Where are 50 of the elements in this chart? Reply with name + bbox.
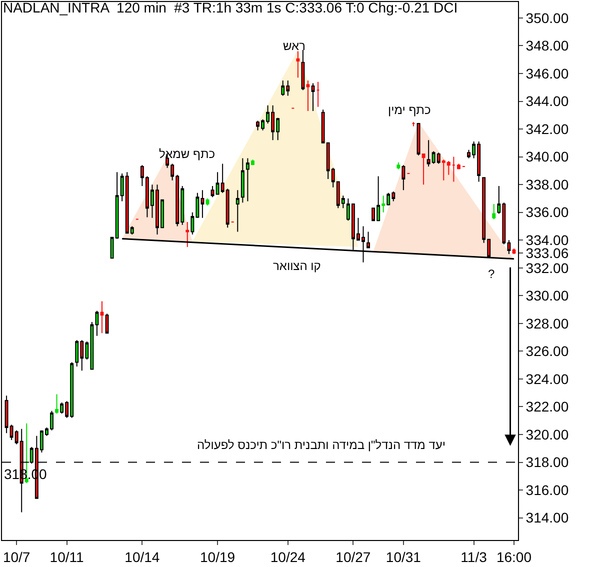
y-tick-label: 328.00 <box>526 315 569 332</box>
x-tick-label: 10/31 <box>386 548 422 565</box>
y-tick-label: 326.00 <box>526 343 569 360</box>
candlestick <box>452 156 456 182</box>
y-tick-label: 350.00 <box>526 10 569 26</box>
x-tick-label: 10/7 <box>2 548 30 565</box>
candlestick <box>236 190 240 232</box>
x-tick-label: 16:00 <box>496 548 532 565</box>
y-tick-label: 322.00 <box>526 398 569 415</box>
y-tick-label: 338.00 <box>526 176 569 192</box>
candlestick <box>306 80 310 112</box>
x-tick-label: 10/24 <box>270 548 306 565</box>
chart-title: NADLAN_INTRA 120 min #3 TR:1h 33m 1s C:333.06 T:0 Chg:-0.21 DCI <box>2 0 458 16</box>
y-tick-label: 336.00 <box>526 204 569 220</box>
y-tick-label: 342.00 <box>526 120 569 137</box>
annotation: כתף שמאל <box>159 147 216 161</box>
y-tick-label: 320.00 <box>526 426 569 442</box>
candlestick <box>396 162 400 170</box>
candlestick <box>296 50 300 78</box>
candlestick <box>186 222 190 248</box>
candlestick <box>240 158 244 204</box>
y-tick-label: 314.00 <box>526 510 569 526</box>
candlestick <box>301 49 305 91</box>
y-tick-label: 324.00 <box>526 370 569 387</box>
y-tick-label: 330.00 <box>526 288 569 304</box>
x-tick-label: 10/11 <box>50 548 84 565</box>
candlestick <box>311 82 315 112</box>
annotation: כתף ימין <box>388 103 431 117</box>
candlestick <box>456 163 460 170</box>
y-tick-label: 344.00 <box>526 93 569 110</box>
y-tick-label: 348.00 <box>526 38 569 54</box>
y-tick-label: 332.00 <box>526 260 569 276</box>
y-tick-label: 340.00 <box>526 148 569 165</box>
x-tick-label: 11/3 <box>460 548 488 565</box>
candlestick <box>492 204 496 220</box>
x-tick-label: 10/27 <box>336 548 371 565</box>
candlestick <box>412 122 416 127</box>
candlestick <box>316 81 320 108</box>
y-tick-label: 316.00 <box>526 482 569 498</box>
annotation: קו הצוואר <box>273 259 321 273</box>
annotation: ראש <box>283 39 306 53</box>
y-tick-label: 346.00 <box>526 65 569 82</box>
candlestick <box>100 300 104 334</box>
x-tick-label: 10/19 <box>200 548 236 565</box>
annotation: יעד מדד הנדל"ן במידה ותבנית רו"כ תיכנס לפעולה <box>197 438 446 452</box>
y-tick-label: 318.00 <box>526 454 569 470</box>
candlestick <box>402 164 406 191</box>
x-tick-label: 10/14 <box>124 548 160 565</box>
candlestick <box>366 231 370 248</box>
annotation: ? <box>488 267 495 281</box>
